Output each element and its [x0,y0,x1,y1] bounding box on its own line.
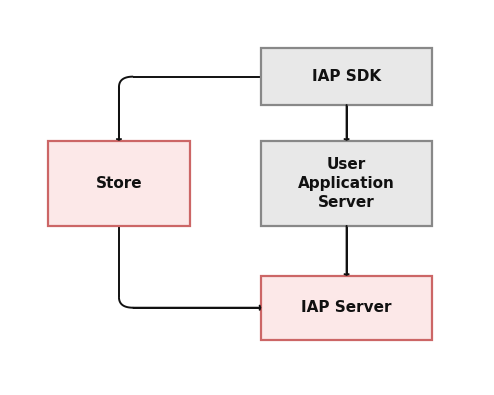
Text: Store: Store [96,176,142,191]
FancyBboxPatch shape [261,276,432,340]
FancyBboxPatch shape [261,48,432,105]
FancyBboxPatch shape [48,141,190,226]
FancyBboxPatch shape [261,141,432,226]
Text: IAP Server: IAP Server [301,300,392,315]
Text: IAP SDK: IAP SDK [312,69,381,84]
Text: User
Application
Server: User Application Server [298,156,395,210]
